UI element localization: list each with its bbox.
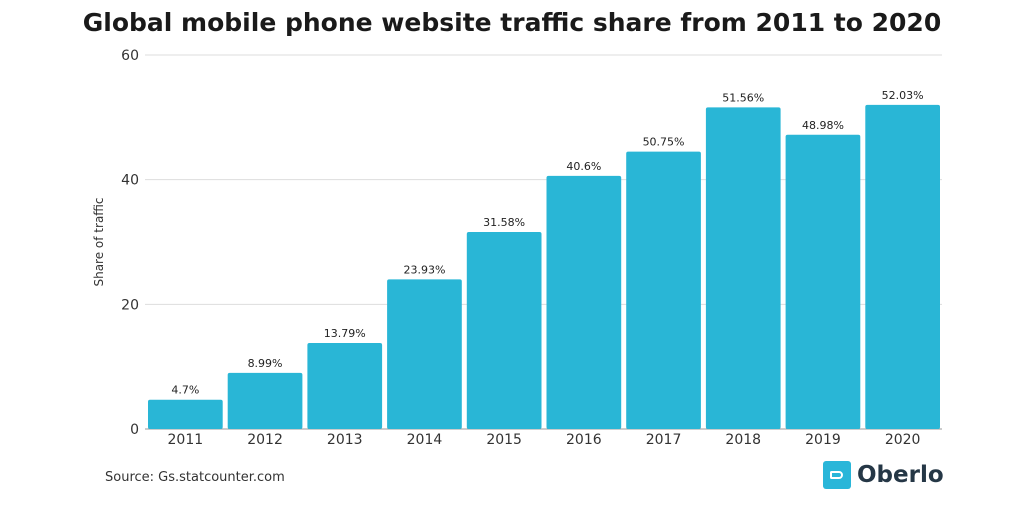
x-tick-label: 2019 bbox=[805, 432, 841, 448]
bar-2013 bbox=[307, 342, 383, 429]
data-label: 31.58% bbox=[483, 216, 525, 229]
bar-2014 bbox=[387, 279, 462, 429]
data-label: 23.93% bbox=[403, 263, 445, 276]
data-label: 8.99% bbox=[248, 357, 283, 370]
logo-text: Oberlo bbox=[857, 462, 944, 488]
bar-2011 bbox=[148, 399, 223, 429]
x-tick-label: 2015 bbox=[486, 432, 522, 448]
data-label: 52.03% bbox=[882, 89, 924, 102]
y-tick-label: 60 bbox=[121, 48, 139, 64]
source-note: Source: Gs.statcounter.com bbox=[105, 470, 285, 485]
oberlo-logo: Oberlo bbox=[823, 461, 944, 489]
bar-2015 bbox=[466, 232, 542, 429]
bar-2012 bbox=[227, 372, 303, 429]
data-label: 40.6% bbox=[566, 160, 601, 173]
x-tick-label: 2018 bbox=[725, 432, 761, 448]
x-tick-label: 2014 bbox=[407, 432, 443, 448]
x-tick-label: 2011 bbox=[168, 432, 204, 448]
bar-2019 bbox=[785, 134, 861, 429]
y-tick-label: 20 bbox=[121, 297, 139, 313]
data-label: 48.98% bbox=[802, 119, 844, 132]
tag-icon bbox=[823, 461, 851, 489]
bar-2020 bbox=[865, 104, 940, 429]
bar-2017 bbox=[626, 151, 701, 429]
x-tick-label: 2016 bbox=[566, 432, 602, 448]
y-tick-label: 40 bbox=[121, 173, 139, 189]
data-label: 50.75% bbox=[643, 136, 685, 149]
bar-2018 bbox=[705, 107, 781, 430]
y-axis-label: Share of traffic bbox=[92, 197, 106, 286]
x-tick-label: 2013 bbox=[327, 432, 363, 448]
data-label: 4.7% bbox=[171, 384, 199, 397]
data-label: 51.56% bbox=[722, 91, 764, 104]
y-tick-label: 0 bbox=[130, 422, 139, 438]
chart-title: Global mobile phone website traffic shar… bbox=[82, 8, 942, 37]
x-tick-label: 2017 bbox=[646, 432, 682, 448]
bar-2016 bbox=[546, 175, 622, 429]
x-tick-label: 2020 bbox=[885, 432, 921, 448]
data-label: 13.79% bbox=[324, 327, 366, 340]
x-tick-label: 2012 bbox=[247, 432, 283, 448]
